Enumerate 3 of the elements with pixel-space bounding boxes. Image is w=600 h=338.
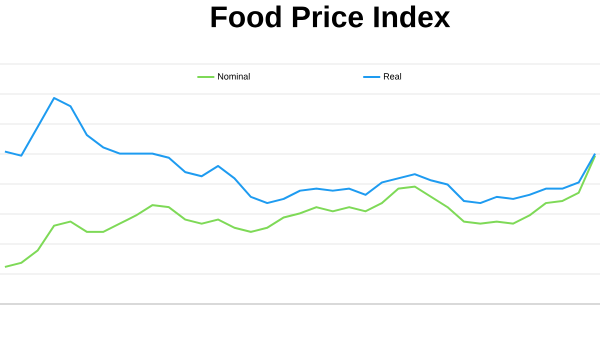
- chart-title: Food Price Index: [212, 6, 450, 28]
- legend-label: Nominal: [218, 72, 250, 80]
- legend-label: Real: [384, 72, 402, 80]
